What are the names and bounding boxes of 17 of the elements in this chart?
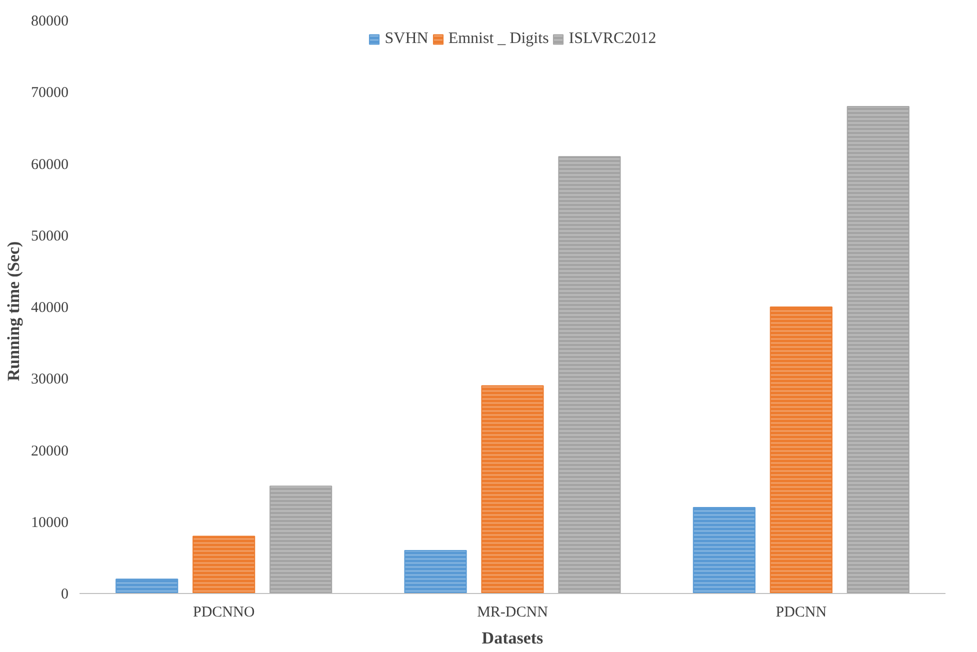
y-tick-label: 80000 <box>31 14 68 30</box>
y-tick-label: 0 <box>61 586 68 602</box>
legend-label: SVHN <box>384 30 428 48</box>
y-tick-label: 50000 <box>31 228 68 244</box>
legend-label: ISLVRC2012 <box>568 30 656 48</box>
y-tick-label: 40000 <box>31 300 68 316</box>
x-axis-title: Datasets <box>482 628 544 648</box>
y-tick-label: 60000 <box>31 156 68 173</box>
y-tick-label: 20000 <box>31 443 68 460</box>
y-axis-title: Running time (Sec) <box>4 241 23 382</box>
x-tick-label: PDCNNO <box>192 604 255 620</box>
y-tick-label: 10000 <box>31 514 68 531</box>
y-tick-label: 30000 <box>31 372 68 388</box>
y-tick-label: 70000 <box>31 85 68 102</box>
x-tick-label: PDCNN <box>776 604 827 620</box>
legend-label: Emnist _ Digits <box>448 30 549 48</box>
x-tick-label: MR-DCNN <box>477 604 548 620</box>
